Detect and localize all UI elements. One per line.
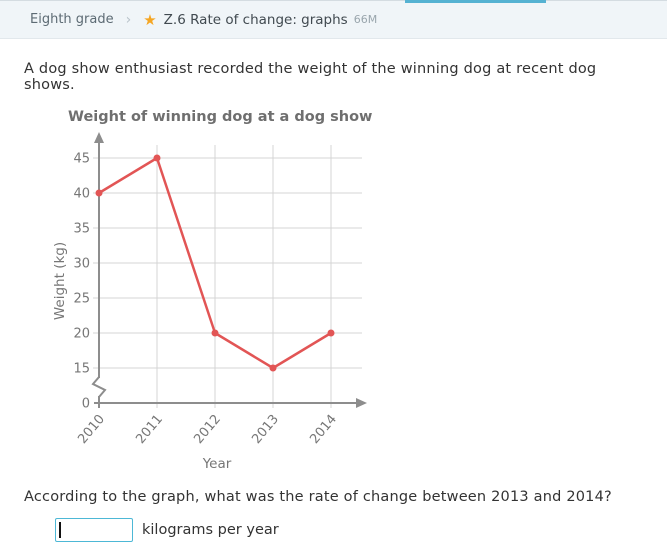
- y-tick-label: 20: [73, 327, 90, 342]
- data-point: [153, 154, 161, 162]
- y-axis-arrow: [94, 132, 104, 143]
- y-tick-label: 25: [73, 292, 90, 307]
- x-axis-title: Year: [202, 456, 232, 472]
- breadcrumb-grade-link[interactable]: Eighth grade: [30, 12, 114, 27]
- x-tick-label: 2011: [133, 412, 166, 447]
- breadcrumb: Eighth grade › ★ Z.6 Rate of change: gra…: [0, 0, 667, 39]
- skill-title: Z.6 Rate of change: graphs: [163, 11, 348, 28]
- x-tick-label: 2010: [75, 412, 108, 447]
- y-tick-label: 40: [73, 187, 90, 202]
- answer-input-wrap: [55, 518, 133, 542]
- question-text: According to the graph, what was the rat…: [24, 489, 612, 505]
- top-accent-bar: [405, 0, 546, 3]
- chart-title: Weight of winning dog at a dog show: [68, 109, 373, 125]
- y-tick-label: 35: [73, 222, 90, 237]
- x-tick-label: 2014: [307, 412, 340, 447]
- chevron-right-icon: ›: [125, 11, 132, 28]
- data-point: [211, 329, 219, 337]
- unit-label: kilograms per year: [142, 522, 279, 538]
- problem-prompt: A dog show enthusiast recorded the weigh…: [24, 61, 597, 93]
- data-point: [95, 189, 103, 197]
- text-caret: [59, 522, 61, 538]
- y-tick-label: 45: [73, 152, 90, 167]
- data-point: [269, 364, 277, 372]
- y-tick-label: 15: [73, 362, 90, 377]
- x-tick-label: 2012: [191, 412, 224, 447]
- problem-area: A dog show enthusiast recorded the weigh…: [0, 39, 667, 542]
- x-axis-arrow: [356, 398, 367, 408]
- answer-row: kilograms per year: [55, 518, 643, 542]
- y-tick-label: 30: [73, 257, 90, 272]
- data-point: [327, 329, 335, 337]
- y-axis-break: [91, 376, 107, 398]
- line-chart: 0 15 20 25 30 35 40 45 2010 2011 2012 2013 2014 Weigh…: [52, 132, 367, 472]
- star-icon: ★: [143, 10, 157, 29]
- y-axis-title: Weight (kg): [52, 242, 68, 320]
- x-tick-label: 2013: [249, 412, 282, 447]
- medal-count: 66M: [353, 13, 378, 26]
- answer-input[interactable]: [55, 518, 133, 542]
- y-tick-label: 0: [82, 397, 90, 412]
- chart-container: 0 15 20 25 30 35 40 45 2010 2011 2012 2013 2014 Weigh…: [50, 125, 643, 479]
